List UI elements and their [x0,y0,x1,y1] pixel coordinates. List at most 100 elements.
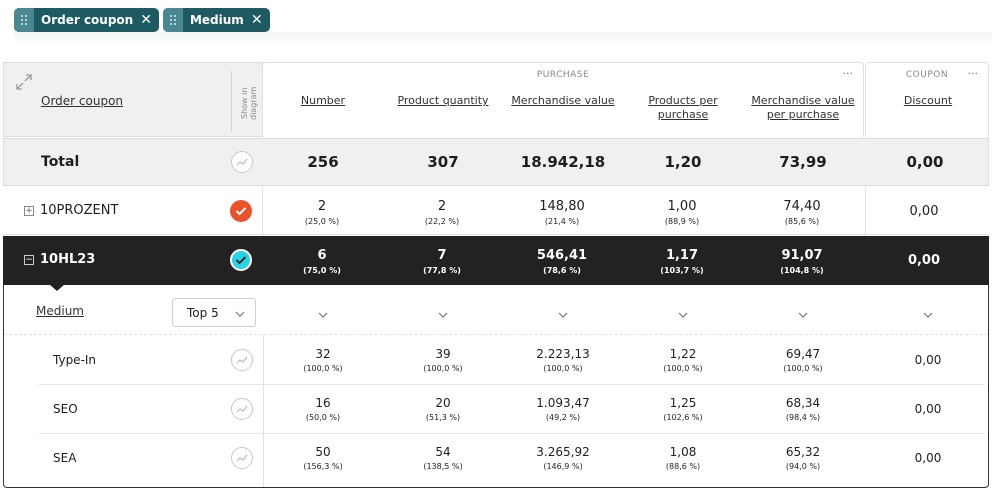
row-label: 10HL23 [40,252,96,267]
close-icon[interactable]: ✕ [140,12,152,28]
cell: 0,00 [914,451,942,465]
cell: 0,00 [907,253,941,268]
group-title: PURCHASE [536,70,590,80]
group-coupon: COUPON ··· Discount [865,62,989,137]
filter-chips: Order coupon ✕ Medium ✕ [14,8,270,32]
cell: 1,22 (100,0 %) [663,347,703,373]
divider [263,335,264,487]
cell: 1,00 (88,9 %) [664,199,700,226]
drag-handle-icon[interactable] [14,8,34,32]
total-row: Total 256 307 18.942,18 1,20 73,99 0,00 [3,138,989,186]
cell: 68,34 (98,4 %) [785,396,821,422]
total-value: 1,20 [664,153,702,171]
total-value: 307 [427,153,459,171]
total-label: Total [41,154,80,170]
close-icon[interactable]: ✕ [250,12,263,28]
table-row[interactable]: Type-In 32 (100,0 %) 39 (100,0 %) 2.223,13… [39,336,985,385]
row-label: 10PROZENT [40,203,119,218]
more-options-icon[interactable]: ··· [967,67,979,80]
cell: 7 (77,8 %) [423,248,461,275]
cell: 2 (22,2 %) [424,199,460,226]
chip-medium[interactable]: Medium ✕ [162,8,270,32]
top-n-select[interactable]: Top 5 [172,298,256,327]
column-header-area: PURCHASE ··· Number Product quantity Mer… [262,62,989,137]
total-value: 73,99 [779,153,827,171]
cell: 91,07 (104,8 %) [780,248,824,275]
column-header-number[interactable]: Number [300,94,346,107]
drag-handle-icon[interactable] [162,8,183,32]
cell: 0,00 [909,204,939,219]
divider [262,187,263,236]
dimension-row: Medium Top 5 [4,285,988,335]
table-row-selected[interactable]: − 10HL23 6 (75,0 %) 7 (77,8 %) 546,41 (78,6… [3,236,989,285]
collapse-minus-icon[interactable]: − [24,255,34,265]
cell: 20 (51,3 %) [425,396,461,422]
cell: 2 (25,0 %) [304,199,340,226]
cell: 546,41 (78,6 %) [536,248,588,275]
sort-chevron-icon[interactable] [868,304,988,323]
group-purchase: PURCHASE ··· Number Product quantity Mer… [262,62,864,137]
cell: 16 (50,0 %) [305,396,341,422]
top-n-value: Top 5 [187,305,219,320]
cell: 65,32 (94,0 %) [785,445,821,471]
column-header-merch-value-per-purchase[interactable]: Merchandise value per purchase [751,94,855,121]
column-header-discount[interactable]: Discount [903,94,953,107]
table-row[interactable]: + 10PROZENT 2 (25,0 %) 2 (22,2 %) 148,80 (2… [3,187,989,235]
cell: 6 (75,0 %) [303,248,341,275]
group-title: COUPON [905,70,949,80]
cell: 0,00 [914,353,942,367]
column-header-products-per-purchase[interactable]: Products per purchase [648,94,718,121]
cell: 0,00 [914,402,942,416]
trend-icon[interactable] [231,398,253,420]
cell: 148,80 (21,4 %) [539,199,585,226]
table-row[interactable]: SEA 50 (156,3 %) 54 (138,5 %) 3.265,92 (146… [39,434,985,483]
chip-label: Medium [189,13,244,27]
checkmark-icon[interactable] [230,249,252,271]
row-label: SEO [53,402,78,416]
total-value: 0,00 [906,153,944,171]
show-in-diagram-label: Show in diagram [240,86,258,120]
chip-order-coupon[interactable]: Order coupon ✕ [14,8,159,32]
divider [231,71,232,131]
total-value: 18.942,18 [520,153,606,171]
cell: 1,08 (88,6 %) [665,445,701,471]
cell: 2.223,13 (100,0 %) [536,347,590,373]
cell: 50 (156,3 %) [303,445,343,471]
divider [14,32,992,46]
divider [865,187,866,236]
table-row[interactable]: SEO 16 (50,0 %) 20 (51,3 %) 1.093,47 (49,2 … [39,385,985,434]
checkmark-icon[interactable] [230,200,252,222]
dimension-label[interactable]: Medium [36,304,84,318]
cell: 39 (100,0 %) [423,347,463,373]
trend-icon[interactable] [231,447,253,469]
trend-icon[interactable] [231,349,253,371]
row-label: Type-In [53,353,97,367]
more-options-icon[interactable]: ··· [842,67,854,80]
report-table: Order coupon Show in diagram PURCHASE ··… [3,62,989,488]
sort-chevron-icon[interactable] [263,304,383,323]
drilldown-panel: Medium Top 5 Type-In 32 (100,0 %) 39 (100,… [3,284,989,488]
cell: 1,17 (103,7 %) [660,248,704,275]
cell: 74,40 (85,6 %) [783,199,821,226]
expand-icon[interactable] [15,73,33,95]
sort-chevron-icon[interactable] [623,304,743,323]
cell: 32 (100,0 %) [303,347,343,373]
cell: 1,25 (102,6 %) [663,396,703,422]
expand-plus-icon[interactable]: + [24,206,34,216]
cell: 3.265,92 (146,9 %) [536,445,590,471]
trend-icon[interactable] [231,151,253,173]
chevron-down-icon [235,307,245,321]
pointer-notch-icon [49,284,65,291]
cell: 69,47 (100,0 %) [783,347,823,373]
chip-label: Order coupon [41,13,134,27]
cell: 1.093,47 (49,2 %) [536,396,590,422]
row-dimension-header[interactable]: Order coupon [41,94,124,108]
sort-chevron-icon[interactable] [503,304,623,323]
total-value: 256 [307,153,339,171]
column-header-merchandise-value[interactable]: Merchandise value [511,94,615,107]
sort-chevron-icon[interactable] [383,304,503,323]
cell: 54 (138,5 %) [423,445,463,471]
row-header-cell: Order coupon Show in diagram [3,62,263,137]
column-header-product-quantity[interactable]: Product quantity [397,94,489,107]
sort-chevron-icon[interactable] [743,304,863,323]
